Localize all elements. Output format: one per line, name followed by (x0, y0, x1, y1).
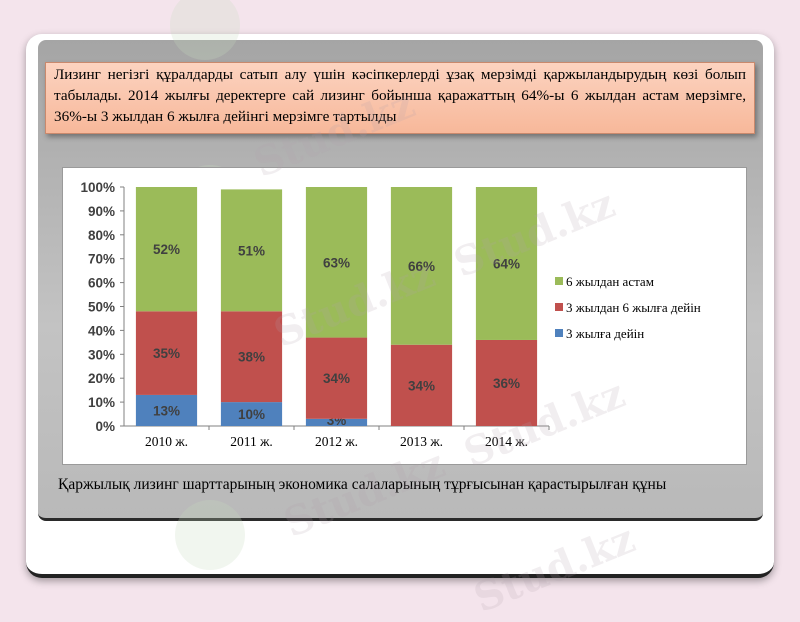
bar-segment (220, 311, 283, 403)
bar-segment (390, 344, 453, 426)
legend-label: 6 жылдан астам (566, 274, 654, 289)
y-tick-label: 10% (88, 395, 115, 410)
y-tick-label: 20% (88, 371, 115, 386)
x-tick-label: 2010 ж. (145, 434, 188, 449)
bar-segment (305, 187, 368, 338)
bar-segment (135, 394, 198, 426)
data-label: 51% (238, 243, 265, 258)
y-tick-label: 80% (88, 228, 115, 243)
intro-text: Лизинг негізгі құралдарды сатып алу үшін… (54, 66, 746, 125)
y-tick-label: 100% (80, 180, 115, 195)
bar-segment (135, 311, 198, 395)
x-tick-label: 2012 ж. (315, 434, 358, 449)
y-tick-label: 70% (88, 252, 115, 267)
x-tick-label: 2013 ж. (400, 434, 443, 449)
bar-segment (305, 418, 368, 426)
x-tick-label: 2014 ж. (485, 434, 528, 449)
legend-swatch (555, 303, 563, 311)
bar-segment (305, 337, 368, 419)
legend-swatch (555, 329, 563, 337)
legend-label: 3 жылға дейін (566, 326, 644, 341)
bar-segment (220, 402, 283, 426)
data-label: 36% (493, 376, 520, 391)
y-tick-label: 0% (95, 419, 115, 434)
bar-segment (390, 187, 453, 345)
data-label: 64% (493, 256, 520, 271)
data-label: 34% (323, 371, 350, 386)
bar-segment (475, 187, 538, 340)
data-label: 13% (153, 403, 180, 418)
data-label: 63% (323, 255, 350, 270)
y-tick-label: 50% (88, 300, 115, 315)
chart-area: 0% 10% 20% 30% 40% 50% 60% 70% 80% 90% 100% 2010 ж.… (62, 167, 747, 465)
bar-segment (135, 187, 198, 312)
legend-label: 3 жылдан 6 жылға дейін (566, 300, 701, 315)
y-tick-label: 90% (88, 204, 115, 219)
data-label: 66% (408, 259, 435, 274)
y-tick-label: 60% (88, 276, 115, 291)
data-label: 52% (153, 242, 180, 257)
bar-segment (475, 339, 538, 426)
x-tick-label: 2011 ж. (230, 434, 273, 449)
y-tick-label: 30% (88, 347, 115, 362)
stacked-bar-chart: 0% 10% 20% 30% 40% 50% 60% 70% 80% 90% 100% 2010 ж.… (80, 180, 701, 449)
intro-box: Лизинг негізгі құралдарды сатып алу үшін… (45, 62, 755, 134)
data-label: 38% (238, 350, 265, 365)
data-label: 10% (238, 407, 265, 422)
y-tick-label: 40% (88, 323, 115, 338)
bar-segment (220, 189, 283, 312)
slide-caption: Қаржылық лизинг шарттарының экономика са… (58, 476, 667, 493)
legend-swatch (555, 277, 563, 285)
data-label: 35% (153, 346, 180, 361)
data-label: 34% (408, 378, 435, 393)
